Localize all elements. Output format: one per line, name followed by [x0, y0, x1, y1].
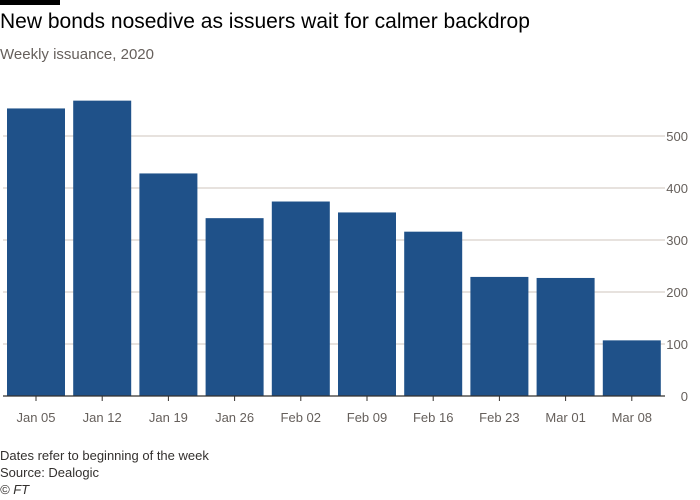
chart-source: Source: Dealogic — [0, 465, 99, 480]
bar — [470, 276, 529, 396]
y-tick-label: 300 — [666, 233, 688, 248]
chart-note: Dates refer to beginning of the week — [0, 448, 209, 463]
x-tick-label: Mar 08 — [612, 410, 652, 425]
y-tick-label: 200 — [666, 285, 688, 300]
bar — [536, 277, 595, 396]
x-tick-label: Feb 16 — [413, 410, 453, 425]
chart-subtitle: Weekly issuance, 2020 — [0, 46, 154, 63]
y-tick-label: 500 — [666, 129, 688, 144]
x-tick-label: Feb 09 — [347, 410, 387, 425]
copyright: © FT — [0, 482, 30, 497]
chart-title: New bonds nosedive as issuers wait for c… — [0, 10, 530, 33]
y-tick-label: 0 — [681, 389, 688, 404]
x-tick-label: Feb 23 — [479, 410, 519, 425]
x-tick-label: Feb 02 — [281, 410, 321, 425]
y-tick-label: 400 — [666, 181, 688, 196]
x-tick-label: Jan 12 — [83, 410, 122, 425]
bar — [205, 218, 264, 396]
x-tick-label: Jan 05 — [16, 410, 55, 425]
x-tick-label: Jan 26 — [215, 410, 254, 425]
bar — [602, 340, 661, 396]
x-tick-label: Jan 19 — [149, 410, 188, 425]
bar — [139, 173, 198, 396]
bar — [7, 108, 65, 396]
bar — [271, 201, 330, 396]
brand-bar — [0, 0, 60, 5]
bar — [404, 231, 463, 396]
bar — [338, 212, 396, 396]
y-tick-label: 100 — [666, 337, 688, 352]
bar — [73, 100, 132, 396]
x-tick-label: Mar 01 — [545, 410, 585, 425]
